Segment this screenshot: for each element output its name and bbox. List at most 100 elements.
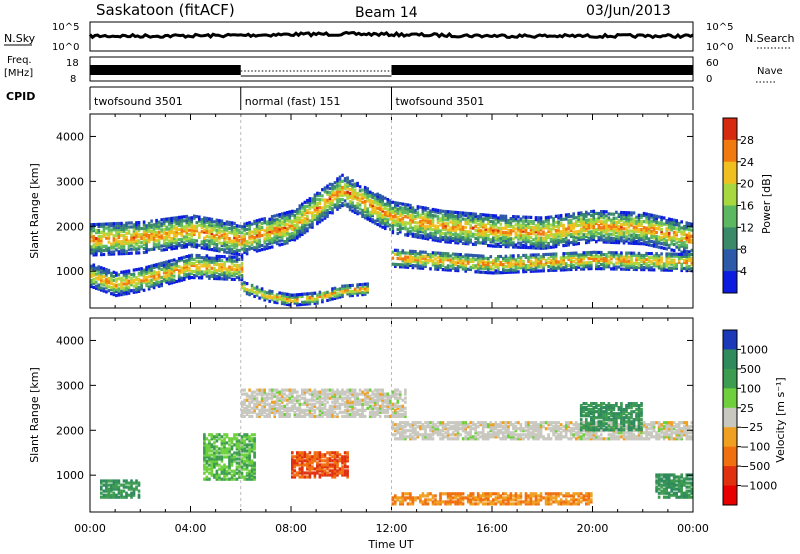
power-cell xyxy=(306,204,309,209)
power-cell xyxy=(572,238,575,242)
power-cell xyxy=(275,227,279,231)
power-cell xyxy=(552,225,555,229)
power-cell xyxy=(228,259,231,263)
power-cell xyxy=(559,214,563,218)
power-cell xyxy=(90,227,93,231)
power-cell xyxy=(640,259,643,264)
power-cell xyxy=(127,271,131,275)
power-cell xyxy=(632,263,636,267)
power-cell xyxy=(268,231,271,236)
power-cell xyxy=(371,204,374,208)
power-cell xyxy=(605,263,608,267)
velocity-cell xyxy=(235,457,239,461)
power-cell xyxy=(185,265,189,269)
velocity-cell xyxy=(235,447,239,451)
power-cell xyxy=(152,229,156,233)
power-cell xyxy=(494,234,498,238)
power-cell xyxy=(431,255,435,259)
power-cell xyxy=(240,255,244,260)
velocity-cell xyxy=(112,479,116,483)
power-cell xyxy=(539,263,543,267)
power-cell xyxy=(150,284,153,288)
power-cell xyxy=(140,271,143,275)
power-cell xyxy=(92,271,96,275)
cpid-segments: twofsound 3501 normal (fast) 151 twofsound… xyxy=(89,87,694,110)
power-cell xyxy=(376,202,379,206)
power-cell xyxy=(238,276,241,280)
power-cell xyxy=(497,244,500,248)
power-cell xyxy=(137,287,141,291)
power-cell xyxy=(549,229,553,233)
power-cell xyxy=(562,217,565,221)
power-cell xyxy=(105,290,108,294)
power-cell xyxy=(552,262,555,266)
power-cell xyxy=(301,202,304,206)
power-cell xyxy=(585,265,588,269)
power-cell xyxy=(426,219,430,223)
power-cell xyxy=(328,292,332,296)
power-cell xyxy=(421,216,425,220)
power-cell xyxy=(318,210,322,214)
velocity-cell xyxy=(253,467,256,471)
power-cell xyxy=(677,256,681,260)
power-cell xyxy=(127,291,131,295)
power-cell xyxy=(642,230,646,234)
power-cell xyxy=(406,203,410,207)
velocity-cell xyxy=(125,481,128,485)
power-cell xyxy=(280,220,284,224)
power-cell xyxy=(605,220,608,224)
power-cell xyxy=(265,244,269,248)
power-cell xyxy=(451,236,455,240)
power-cell xyxy=(635,257,638,261)
power-cell xyxy=(293,299,297,303)
power-cell xyxy=(685,243,689,247)
power-cell xyxy=(175,216,178,220)
power-cell xyxy=(213,260,216,264)
power-cell xyxy=(529,269,533,273)
power-cell xyxy=(617,220,621,225)
velocity-cell xyxy=(203,455,206,459)
power-cell xyxy=(542,232,545,236)
power-cell xyxy=(620,219,623,223)
power-cell xyxy=(419,258,422,262)
velocity-cell xyxy=(230,473,234,477)
power-cell xyxy=(90,266,93,270)
power-cell xyxy=(469,226,472,230)
power-cell xyxy=(165,217,168,221)
power-cell xyxy=(353,287,357,291)
power-cell xyxy=(162,275,166,279)
power-cell xyxy=(308,201,312,205)
power-cell xyxy=(389,209,392,213)
power-cell xyxy=(625,215,628,219)
power-cell xyxy=(183,235,186,239)
power-cell xyxy=(572,224,575,228)
power-cell xyxy=(338,189,342,193)
power-cell xyxy=(223,277,226,281)
power-cell xyxy=(348,193,352,198)
power-cell xyxy=(652,242,656,246)
power-cell xyxy=(220,243,224,247)
power-cell xyxy=(152,247,156,251)
power-cell xyxy=(193,274,196,278)
power-cell xyxy=(235,257,239,261)
power-cell xyxy=(404,207,407,211)
power-cell xyxy=(534,261,538,265)
power-cell xyxy=(190,255,194,259)
power-cell xyxy=(439,209,442,213)
power-cell xyxy=(273,230,276,234)
power-cell xyxy=(177,242,181,246)
power-cell xyxy=(527,267,530,271)
power-cell xyxy=(162,269,166,273)
power-cell xyxy=(620,239,623,243)
power-cell xyxy=(492,267,495,271)
power-cell xyxy=(160,224,163,228)
power-cell xyxy=(205,254,209,258)
power-cell xyxy=(585,255,588,259)
power-cell xyxy=(587,265,591,269)
power-cell xyxy=(328,202,332,207)
velocity-cell xyxy=(235,471,239,475)
power-cell xyxy=(100,274,103,278)
power-cell xyxy=(630,253,633,257)
power-cell xyxy=(419,260,422,264)
power-cell xyxy=(162,219,166,224)
